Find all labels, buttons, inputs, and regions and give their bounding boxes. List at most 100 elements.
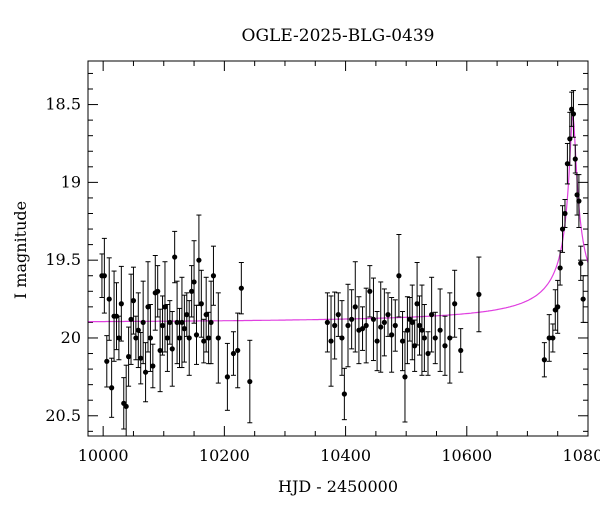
data-point: [442, 315, 448, 376]
data-point: [363, 287, 369, 364]
point-marker: [381, 319, 387, 326]
point-marker: [458, 347, 464, 354]
point-marker: [550, 335, 556, 341]
point-marker: [399, 338, 406, 344]
point-marker: [208, 319, 214, 326]
data-point: [407, 297, 413, 342]
data-point: [118, 265, 124, 342]
point-marker: [345, 322, 351, 329]
data-point: [576, 174, 582, 228]
data-point: [414, 262, 420, 346]
point-marker: [147, 335, 154, 341]
point-marker: [179, 319, 185, 326]
data-point: [580, 275, 586, 323]
data-point: [140, 280, 146, 365]
data-point: [328, 295, 334, 387]
data-point: [109, 357, 115, 418]
data-point: [402, 331, 408, 423]
data-point: [324, 292, 330, 353]
point-marker: [429, 312, 435, 318]
point-marker: [172, 254, 178, 260]
point-marker: [432, 335, 438, 341]
microlensing-model-curve: [88, 115, 588, 323]
data-point: [432, 311, 438, 365]
data-point: [179, 276, 185, 369]
data-point: [381, 288, 387, 357]
data-point: [104, 335, 110, 388]
point-marker: [374, 338, 380, 344]
data-point: [437, 288, 443, 372]
data-point: [349, 289, 355, 350]
point-marker: [109, 385, 115, 391]
data-point: [335, 292, 341, 337]
point-marker: [138, 355, 144, 361]
data-point: [145, 261, 151, 353]
point-marker: [196, 257, 202, 263]
data-point: [447, 292, 453, 384]
point-marker: [341, 391, 347, 397]
point-marker: [210, 273, 217, 279]
point-marker: [198, 301, 204, 307]
point-marker: [176, 335, 183, 341]
point-marker: [235, 347, 241, 354]
axis-ticks: [88, 61, 589, 436]
point-marker: [404, 327, 410, 333]
axis-tick-labels: 10000 10200 10400 10600 10800 18.5 19 19.5 20 20.…: [45, 95, 600, 465]
point-marker: [126, 354, 132, 360]
data-point: [126, 326, 132, 387]
point-marker: [452, 301, 458, 307]
data-point: [452, 269, 458, 338]
data-point: [562, 198, 568, 228]
point-marker: [130, 298, 137, 304]
point-marker: [574, 192, 580, 198]
data-point: [550, 323, 556, 353]
point-marker: [104, 358, 110, 364]
data-point: [359, 306, 366, 351]
data-point: [201, 318, 207, 364]
x-tick-label: 10800: [563, 446, 600, 465]
point-marker: [389, 332, 395, 338]
point-marker: [570, 111, 577, 117]
data-point: [174, 280, 180, 365]
data-point: [541, 342, 547, 378]
data-point: [389, 297, 395, 373]
data-point: [412, 319, 418, 372]
data-point: [162, 261, 168, 353]
data-point: [385, 292, 391, 337]
data-point: [374, 311, 380, 372]
point-marker: [409, 319, 415, 326]
data-point: [409, 284, 415, 361]
data-point: [157, 308, 163, 393]
data-point: [425, 331, 431, 376]
point-marker: [135, 327, 141, 333]
data-points: [99, 90, 586, 436]
data-point: [206, 311, 212, 365]
data-point: [341, 367, 347, 421]
y-tick-label: 20.5: [45, 406, 81, 425]
plot-frame: [87, 60, 589, 437]
point-marker: [367, 288, 373, 294]
data-point: [578, 245, 584, 281]
point-marker: [421, 335, 427, 341]
point-marker: [150, 363, 156, 369]
data-point: [416, 295, 423, 356]
data-point: [421, 304, 427, 372]
point-marker: [193, 332, 200, 338]
data-point: [404, 296, 410, 365]
data-point: [378, 281, 384, 373]
data-point: [419, 284, 425, 376]
data-point: [210, 245, 217, 306]
data-point: [121, 377, 127, 430]
point-marker: [335, 312, 341, 318]
data-point: [203, 276, 209, 353]
y-tick-label: 20: [61, 328, 81, 347]
data-point: [569, 91, 575, 127]
data-point: [130, 266, 137, 335]
data-point: [396, 233, 402, 318]
point-marker: [546, 335, 552, 341]
point-marker: [167, 319, 173, 326]
data-point: [332, 291, 338, 360]
point-marker: [101, 273, 107, 279]
point-marker: [569, 106, 575, 112]
data-point: [429, 276, 435, 353]
